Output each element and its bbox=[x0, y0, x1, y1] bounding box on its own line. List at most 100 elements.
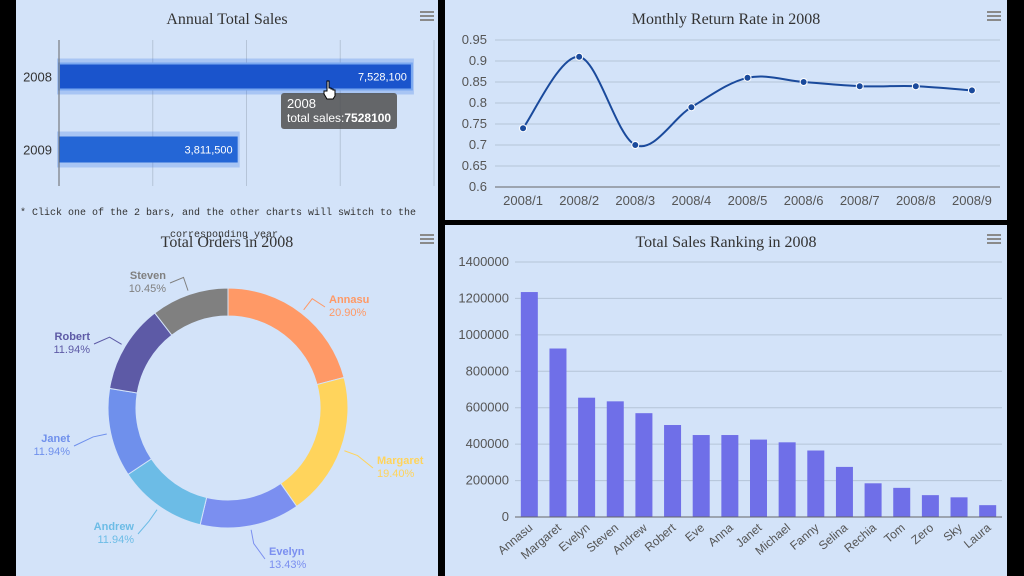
donut-slice bbox=[154, 287, 229, 336]
tooltip-label: total sales: bbox=[287, 111, 345, 125]
data-point bbox=[687, 103, 696, 112]
slice-percent-label: 19.40% bbox=[377, 468, 415, 480]
x-tick-label: Tom bbox=[881, 521, 907, 546]
x-tick-label: 2008/9 bbox=[952, 193, 992, 208]
bar bbox=[578, 397, 596, 517]
total-orders-panel: corresponding year. Total Orders in 2008… bbox=[16, 230, 438, 576]
slice-percent-label: 20.90% bbox=[329, 307, 367, 319]
x-tick-label: 2008/1 bbox=[503, 193, 543, 208]
slice-name-label: Robert bbox=[55, 331, 91, 343]
mouse-pointer-hand-icon bbox=[323, 80, 336, 100]
total-orders-menu-icon[interactable] bbox=[420, 234, 434, 244]
monthly-return-title: Monthly Return Rate in 2008 bbox=[631, 11, 821, 28]
label-leader-line bbox=[169, 276, 189, 291]
slice-name-label: Annasu bbox=[329, 294, 369, 306]
bar bbox=[549, 348, 567, 517]
y-tick-label: 1000000 bbox=[458, 327, 509, 342]
bar bbox=[835, 466, 853, 517]
label-leader-line bbox=[303, 298, 326, 311]
series-line bbox=[522, 55, 973, 148]
y-tick-label: 200000 bbox=[466, 473, 509, 488]
bar-value-label: 3,811,500 bbox=[185, 145, 233, 157]
donut-slice bbox=[107, 387, 153, 476]
annual-sales-menu-icon[interactable] bbox=[420, 11, 434, 21]
bar bbox=[721, 435, 739, 517]
bar bbox=[979, 505, 997, 517]
sales-ranking-panel: Total Sales Ranking in 2008 0 200000 40000… bbox=[445, 225, 1007, 576]
bar bbox=[59, 136, 238, 163]
x-tick-label: Fanny bbox=[787, 521, 822, 553]
data-point bbox=[575, 52, 584, 61]
y-tick-label: 1200000 bbox=[458, 290, 509, 305]
y-tick-label: 0.8 bbox=[469, 95, 487, 110]
bar bbox=[778, 442, 796, 517]
y-tick-label: 2009 bbox=[23, 143, 52, 158]
y-tick-label: 400000 bbox=[466, 436, 509, 451]
x-tick-label: 2008/3 bbox=[615, 193, 655, 208]
tooltip-value: 7528100 bbox=[344, 111, 392, 125]
slice-percent-label: 10.45% bbox=[129, 283, 167, 295]
bar bbox=[606, 401, 624, 517]
bar-value-label: 7,528,100 bbox=[358, 72, 407, 84]
x-tick-label: Rechia bbox=[841, 520, 879, 555]
label-leader-line bbox=[137, 509, 158, 535]
x-tick-label: 2008/7 bbox=[840, 193, 880, 208]
slice-name-label: Margaret bbox=[377, 455, 424, 467]
slice-name-label: Andrew bbox=[94, 521, 135, 533]
label-leader-line bbox=[344, 450, 374, 469]
x-tick-label: Robert bbox=[642, 520, 679, 554]
slice-percent-label: 13.43% bbox=[269, 559, 307, 571]
y-tick-label: 0.85 bbox=[462, 74, 487, 89]
y-tick-label: 0.9 bbox=[469, 53, 487, 68]
annual-sales-tooltip: 2008 total sales:7528100 bbox=[281, 93, 398, 129]
annual-sales-panel: Annual Total Sales 7,528,100 2008 3,811,50… bbox=[16, 0, 438, 230]
bar bbox=[750, 439, 767, 517]
total-orders-title: Total Orders in 2008 bbox=[160, 234, 294, 251]
bar bbox=[864, 483, 882, 517]
x-tick-label: Laura bbox=[961, 520, 994, 551]
donut-slice bbox=[127, 458, 208, 526]
y-tick-label: 800000 bbox=[466, 363, 509, 378]
y-tick-label: 0 bbox=[502, 509, 509, 524]
annual-sales-chart: 7,528,100 2008 3,811,500 2009 bbox=[23, 40, 435, 186]
x-tick-label: 2008/2 bbox=[559, 193, 599, 208]
y-tick-label: 1400000 bbox=[458, 254, 509, 269]
data-point bbox=[967, 86, 976, 95]
x-tick-label: 2008/4 bbox=[672, 193, 712, 208]
sales-ranking-title: Total Sales Ranking in 2008 bbox=[635, 234, 817, 251]
donut-slice bbox=[227, 287, 345, 386]
data-point bbox=[799, 78, 808, 86]
data-point bbox=[631, 141, 640, 149]
bar bbox=[893, 487, 911, 517]
slice-percent-label: 11.94% bbox=[54, 344, 91, 356]
y-tick-label: 0.65 bbox=[462, 158, 487, 173]
x-tick-label: Zero bbox=[908, 520, 936, 547]
donut-slice bbox=[279, 376, 349, 508]
monthly-return-menu-icon[interactable] bbox=[987, 11, 1001, 21]
bar bbox=[950, 497, 968, 517]
label-leader-line bbox=[73, 433, 107, 447]
bar bbox=[692, 435, 710, 517]
y-tick-label: 0.95 bbox=[462, 32, 487, 47]
x-tick-label: 2008/8 bbox=[896, 193, 936, 208]
data-point bbox=[743, 73, 752, 82]
annual-sales-title: Annual Total Sales bbox=[166, 11, 288, 28]
label-leader-line bbox=[93, 336, 122, 345]
data-point bbox=[519, 124, 528, 133]
note-line-2: corresponding year. bbox=[169, 230, 285, 241]
y-tick-label: 600000 bbox=[466, 400, 509, 415]
slice-name-label: Janet bbox=[41, 433, 70, 445]
sales-ranking-menu-icon[interactable] bbox=[987, 234, 1001, 244]
sales-ranking-chart: 0 200000 400000 600000 800000 1000000 1200000 1… bbox=[458, 254, 1002, 562]
slice-name-label: Steven bbox=[130, 270, 166, 282]
x-tick-label: 2008/5 bbox=[728, 193, 768, 208]
label-leader-line bbox=[250, 529, 266, 560]
donut-slice bbox=[109, 312, 173, 394]
x-tick-label: 2008/6 bbox=[784, 193, 824, 208]
data-point bbox=[911, 82, 920, 91]
y-tick-label: 0.6 bbox=[469, 179, 487, 194]
slice-percent-label: 11.94% bbox=[98, 534, 135, 546]
bar bbox=[520, 292, 538, 517]
y-tick-label: 2008 bbox=[23, 70, 52, 85]
